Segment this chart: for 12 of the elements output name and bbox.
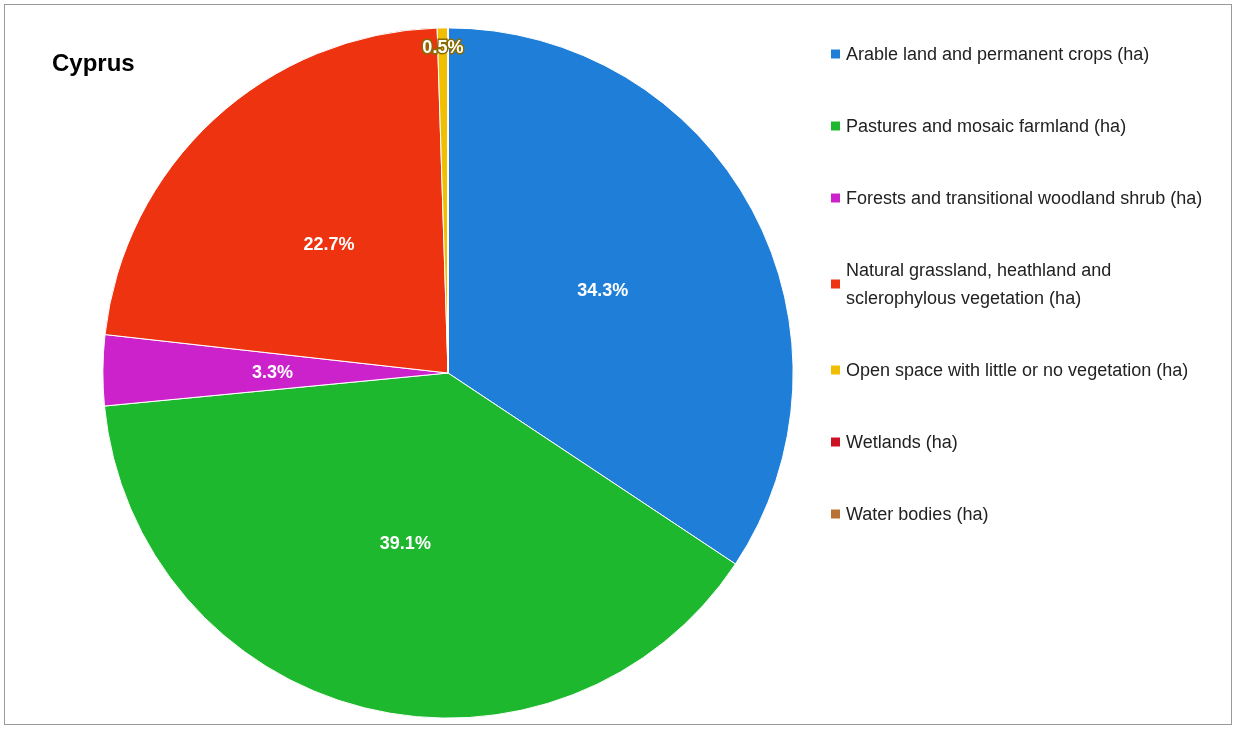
legend-label: Pastures and mosaic farmland (ha)	[846, 116, 1127, 136]
legend-label: Wetlands (ha)	[846, 432, 958, 452]
legend-label: Arable land and permanent crops (ha)	[846, 44, 1150, 64]
legend-label: Natural grassland, heathland and sclerophylous vegetation (ha)	[846, 260, 1117, 308]
legend-label: Forests and transitional woodland shrub (ha)	[846, 188, 1203, 208]
data-label: 3.3%	[251, 361, 293, 382]
text: Cyprus	[52, 48, 135, 76]
data-label: 39.1%	[379, 533, 431, 554]
legend-label: Water bodies (ha)	[846, 504, 989, 524]
data-label: 34.3%	[577, 280, 629, 301]
legend-label: Open space with little or no vegetation (ha)	[846, 360, 1189, 380]
data-label: 22.7%	[303, 233, 355, 254]
